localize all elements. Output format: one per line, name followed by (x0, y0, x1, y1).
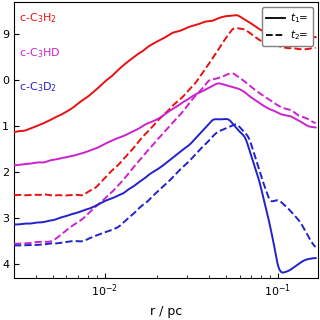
X-axis label: r / pc: r / pc (150, 305, 182, 318)
Text: c-C$_3$H$_2$: c-C$_3$H$_2$ (19, 11, 57, 25)
Text: c-C$_3$D$_2$: c-C$_3$D$_2$ (19, 80, 57, 94)
Legend: $t_1$=, $t_2$=: $t_1$=, $t_2$= (262, 7, 313, 46)
Text: c-C$_3$HD: c-C$_3$HD (19, 46, 60, 60)
